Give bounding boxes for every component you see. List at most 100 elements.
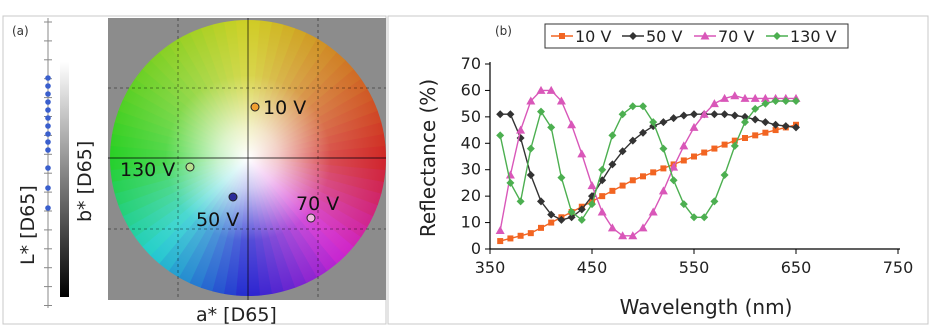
data-point-10v (599, 193, 606, 200)
data-point-70v (699, 109, 709, 118)
data-point-130v (690, 213, 698, 222)
data-point-50v (526, 171, 535, 179)
data-point-10v (701, 149, 708, 156)
a-axis-label: a* [D65] (196, 304, 277, 326)
legend-item-50v: 50 V (622, 27, 682, 46)
data-point-130v (639, 102, 647, 111)
data-point-10v (680, 157, 687, 164)
l-scale-marker (45, 99, 51, 105)
legend-item-70v: 70 V (694, 27, 754, 46)
data-point-130v (720, 171, 729, 179)
data-point-10v (507, 235, 514, 242)
series-line-50v (500, 113, 797, 221)
data-point-10v (640, 173, 646, 180)
data-point-130v (526, 144, 535, 153)
l-scale-marker (45, 185, 51, 191)
data-point-70v (495, 226, 505, 234)
data-point-70v (567, 120, 577, 129)
y-ticks: 0 10 20 30 40 50 60 70 (461, 54, 491, 258)
data-point-10v (691, 153, 697, 160)
data-point-10v (609, 187, 616, 194)
data-point-50v (567, 213, 576, 222)
data-point-10v (660, 165, 667, 172)
x-tick-label: 550 (679, 258, 710, 277)
l-scale-marker (45, 107, 51, 113)
data-point-10v (752, 132, 759, 139)
l-scale-markers (45, 75, 51, 211)
data-point-70v (648, 207, 658, 216)
legend-marker (700, 31, 710, 40)
data-point-130v (649, 118, 658, 127)
point-10v: 10 V (250, 97, 306, 119)
data-point-70v (556, 96, 566, 105)
svg-text:10 V: 10 V (263, 97, 306, 119)
legend-label: 130 V (790, 27, 837, 46)
data-point-130v (741, 118, 749, 127)
l-scale-marker (45, 91, 51, 97)
y-tick-label: 50 (461, 107, 481, 126)
data-point-10v (527, 230, 534, 237)
x-axis-title: Wavelength (nm) (620, 295, 793, 319)
legend-item-10v: 10 V (551, 27, 611, 46)
l-scale-marker (45, 131, 51, 137)
data-point-50v (547, 210, 556, 219)
data-point-70v (526, 96, 536, 105)
l-scale-marker (45, 147, 51, 153)
data-point-130v (577, 215, 586, 224)
data-point-70v (740, 93, 750, 102)
x-ticks: 350 450 550 650 750 (475, 248, 914, 277)
data-point-10v (650, 169, 657, 176)
data-point-70v (709, 99, 719, 108)
series-10v (497, 121, 799, 245)
data-point-10v (497, 238, 504, 245)
data-point-130v (781, 97, 790, 105)
data-point-50v (608, 160, 617, 169)
data-point-130v (506, 178, 515, 187)
y-tick-label: 30 (461, 160, 481, 179)
data-point-50v (761, 118, 770, 127)
lightness-gradient-bar (60, 62, 69, 297)
legend-label: 10 V (575, 27, 611, 46)
legend-item-130v: 130 V (766, 27, 837, 46)
data-point-10v (629, 177, 636, 184)
l-scale-marker (45, 139, 51, 145)
x-tick-label: 350 (475, 258, 506, 277)
data-point-50v (577, 205, 586, 214)
data-point-130v (761, 99, 770, 108)
legend: 10 V 50 V 70 V 130 V (544, 23, 849, 49)
data-point-10v (721, 141, 728, 148)
data-point-70v (618, 231, 628, 240)
svg-text:130 V: 130 V (120, 159, 175, 181)
data-point-130v (628, 102, 637, 111)
x-tick-label: 750 (883, 258, 914, 277)
data-point-130v (659, 144, 668, 153)
data-point-50v (659, 118, 668, 127)
legend-marker (559, 33, 565, 39)
data-point-50v (720, 110, 729, 119)
y-tick-label: 10 (461, 213, 481, 232)
data-point-70v (536, 85, 546, 94)
point-50v: 50 V (196, 192, 239, 231)
data-point-50v (792, 123, 800, 132)
data-point-50v (618, 147, 627, 156)
data-point-10v (711, 145, 718, 152)
y-tick-label: 60 (461, 80, 481, 99)
data-point-10v (619, 182, 626, 189)
data-point-70v (587, 181, 597, 190)
point-70v: 70 V (296, 193, 339, 223)
data-point-10v (548, 219, 555, 226)
data-point-70v (628, 231, 638, 240)
series-130v (496, 97, 800, 224)
y-axis-title: Reflectance (%) (416, 79, 440, 237)
data-point-10v (762, 129, 769, 136)
data-point-10v (731, 137, 738, 144)
data-point-50v (639, 128, 647, 137)
data-point-10v (538, 224, 544, 231)
data-point-70v (658, 186, 668, 195)
data-point-70v (638, 223, 648, 232)
data-point-130v (608, 131, 617, 140)
data-point-130v (730, 141, 739, 150)
series-lines (495, 85, 801, 245)
data-point-10v (517, 232, 524, 239)
